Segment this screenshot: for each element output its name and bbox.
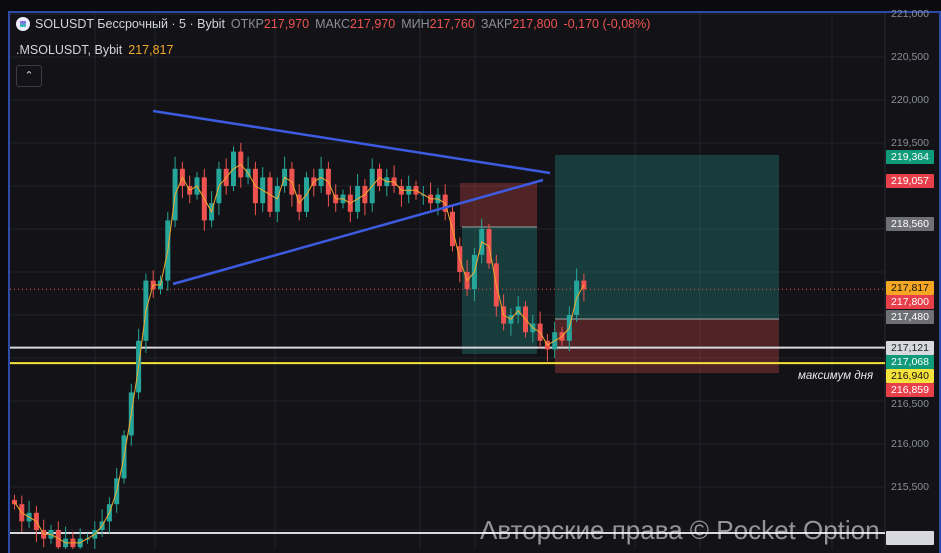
stop-loss-zone — [555, 319, 779, 373]
high-value: 217,970 — [350, 17, 396, 31]
stop-loss-zone — [460, 183, 537, 227]
watermark: Авторские права © Pocket Option — [480, 515, 880, 545]
symbol-title[interactable]: SOLUSDT Бессрочный · 5 · Bybit — [35, 17, 225, 31]
indicator-value: 217,817 — [128, 43, 174, 57]
price-tag: 217,817 — [886, 280, 934, 295]
upper-trendline — [152, 109, 551, 175]
close-label: ЗАКР — [480, 17, 513, 31]
price-tag: 217,800 — [886, 294, 934, 309]
axis-tick-label: 216,000 — [891, 438, 929, 450]
solana-logo-icon — [16, 17, 30, 31]
indicator-name[interactable]: .MSOLUSDT, Bybit — [16, 43, 123, 57]
open-label: ОТКР — [230, 17, 264, 31]
change-value: -0,170 (-0,08%) — [563, 17, 651, 31]
collapse-legend-button[interactable]: ⌃ — [16, 65, 42, 87]
axis-tick-label: 216,500 — [891, 397, 929, 410]
symbol-legend: SOLUSDT Бессрочный · 5 · Bybit ОТКР 217,9… — [16, 17, 650, 31]
axis-tick-label: 220,000 — [891, 94, 929, 106]
lower-trendline — [172, 178, 544, 286]
low-label: МИН — [401, 17, 430, 31]
price-tag: 217,121 — [886, 340, 934, 355]
high-label: МАКС — [315, 17, 351, 31]
axis-tick-label: 220,500 — [891, 51, 929, 63]
chevron-up-icon: ⌃ — [24, 70, 34, 82]
day-high-annotation: максимум дня — [798, 370, 874, 382]
price-tag: 217,068 — [886, 354, 934, 369]
price-tag: 216,940 — [886, 368, 934, 383]
open-value: 217,970 — [263, 17, 310, 31]
price-tag: 216,859 — [886, 382, 934, 397]
price-tag: 218,560 — [886, 216, 934, 231]
price-tag: 219,057 — [886, 174, 934, 189]
axis-tick-label: 215,500 — [891, 481, 929, 493]
indicator-legend: .MSOLUSDT, Bybit 217,817 — [16, 43, 173, 57]
axis-tick-label: 221,000 — [891, 8, 929, 20]
price-tag: 219,364 — [886, 150, 934, 164]
moving-average-line — [14, 163, 585, 544]
axis-tick-label: 219,500 — [891, 137, 929, 149]
price-tag: 217,480 — [886, 309, 934, 324]
take-profit-zone — [555, 155, 779, 319]
price-tag — [886, 531, 934, 545]
close-value: 217,800 — [512, 17, 558, 31]
low-value: 217,760 — [429, 17, 475, 31]
